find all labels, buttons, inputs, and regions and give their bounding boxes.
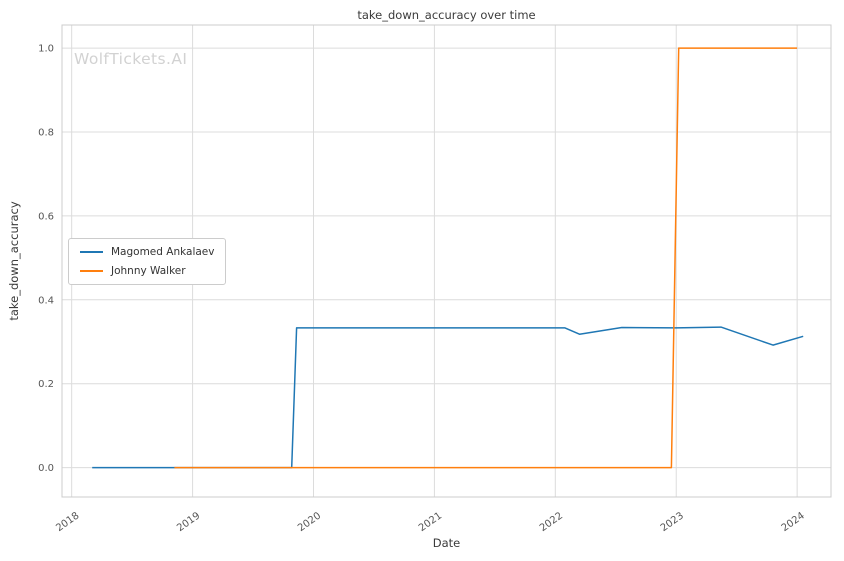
x-tick-label: 2019 xyxy=(175,510,202,534)
x-tick-label: 2023 xyxy=(659,510,686,534)
x-tick-label: 2022 xyxy=(538,510,565,534)
series-line-magomed-ankalaev xyxy=(92,326,804,469)
x-axis-label: Date xyxy=(432,536,461,550)
x-tick-label: 2021 xyxy=(417,510,444,534)
series-line-johnny-walker xyxy=(174,47,798,469)
legend-label: Johnny Walker xyxy=(111,265,186,277)
legend: Magomed Ankalaev Johnny Walker xyxy=(68,238,227,285)
y-tick-label: 0.4 xyxy=(38,295,54,306)
legend-item: Johnny Walker xyxy=(80,265,214,277)
y-tick-label: 1.0 xyxy=(38,44,54,55)
x-tick-label: 2020 xyxy=(296,510,323,534)
legend-label: Magomed Ankalaev xyxy=(111,246,215,258)
legend-swatch-johnny-walker xyxy=(80,270,103,272)
watermark: WolfTickets.AI xyxy=(74,50,188,68)
y-tick-label: 0.0 xyxy=(38,463,54,474)
x-tick-label: 2018 xyxy=(54,510,81,534)
y-axis-label: take_down_accuracy xyxy=(7,201,21,321)
legend-swatch-magomed-ankalaev xyxy=(80,251,103,253)
y-tick-label: 0.6 xyxy=(38,211,54,222)
y-tick-label: 0.8 xyxy=(38,127,54,138)
chart-title: take_down_accuracy over time xyxy=(357,8,536,22)
y-tick-label: 0.2 xyxy=(38,379,54,390)
x-tick-label: 2024 xyxy=(780,510,807,534)
legend-item: Magomed Ankalaev xyxy=(80,246,214,258)
plot-border xyxy=(61,24,832,498)
